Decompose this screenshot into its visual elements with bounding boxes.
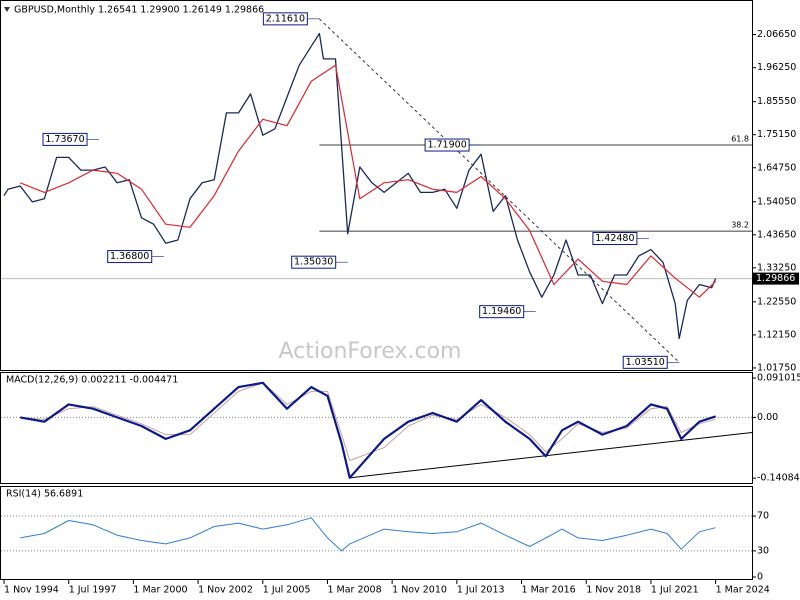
x-tick-label: 1 Mar 2024 (716, 585, 770, 596)
annotation-label: 1.73670 (45, 134, 84, 145)
x-tick-label: 1 Mar 2016 (522, 585, 576, 596)
annotation-label: 1.35030 (294, 257, 333, 268)
chart-title: GBPUSD,Monthly 1.26541 1.29900 1.26149 1… (14, 5, 264, 16)
x-tick-label: 1 Jul 1997 (69, 585, 117, 596)
x-tick-label: 1 Nov 2010 (392, 585, 447, 596)
rsi-line (20, 517, 716, 552)
y-tick-label: 2.06650 (757, 29, 796, 40)
x-tick-label: 1 Jul 2005 (263, 585, 311, 596)
x-tick-label: 1 Jul 2013 (457, 585, 505, 596)
y-tick-label: 1.01750 (757, 362, 796, 373)
x-tick-label: 1 Nov 2018 (586, 585, 641, 596)
price-panel (0, 0, 753, 371)
y-tick-label: 30 (757, 545, 769, 556)
annotation-label: 1.19460 (482, 306, 521, 317)
y-tick-label: 1.64750 (757, 162, 796, 173)
y-tick-label: 0.00 (757, 412, 778, 423)
macd-trend-line (349, 431, 753, 479)
trend-line (319, 18, 680, 363)
annotation-label: 2.11610 (266, 13, 305, 24)
watermark: ActionForex.com (279, 339, 462, 364)
x-tick-label: 1 Mar 2008 (327, 585, 381, 596)
y-tick-label: 1.75150 (757, 129, 796, 140)
y-tick-label: 1.85550 (757, 96, 796, 107)
current-price-label: 1.29866 (756, 273, 795, 284)
y-tick-label: 1.12150 (757, 329, 796, 340)
y-tick-label: 0 (757, 572, 763, 583)
fib-label: 38.2 (731, 221, 749, 230)
annotation-label: 1.71900 (427, 140, 466, 151)
x-tick-label: 1 Mar 2000 (133, 585, 187, 596)
macd-title: MACD(12,26,9) 0.002211 -0.004471 (6, 375, 178, 386)
y-tick-label: -0.140843 (757, 473, 800, 484)
rsi-panel (0, 486, 753, 580)
moving-average (19, 64, 717, 298)
y-tick-label: 1.96250 (757, 62, 796, 73)
y-tick-label: 70 (757, 511, 769, 522)
annotation-box (107, 250, 153, 264)
annotation-label: 1.03510 (626, 357, 665, 368)
x-tick-label: 1 Nov 2002 (198, 585, 253, 596)
price-line (3, 32, 717, 340)
annotation-label: 1.42480 (595, 233, 634, 244)
y-tick-label: 1.33250 (757, 262, 796, 273)
macd-line (20, 381, 716, 479)
annotation-label: 1.36800 (110, 251, 149, 262)
symbol-icon (4, 7, 10, 12)
y-tick-label: 1.22550 (757, 296, 796, 307)
fib-label: 61.8 (731, 135, 749, 144)
x-tick-label: 1 Jul 2021 (651, 585, 699, 596)
current-price-box (753, 272, 799, 285)
y-tick-label: 1.54050 (757, 196, 796, 207)
y-tick-label: 1.43650 (757, 229, 796, 240)
y-tick-label: 0.091015 (757, 373, 800, 384)
x-tick-label: 1 Nov 1994 (4, 585, 59, 596)
macd-panel (0, 372, 753, 484)
rsi-title: RSI(14) 56.6891 (6, 489, 83, 500)
